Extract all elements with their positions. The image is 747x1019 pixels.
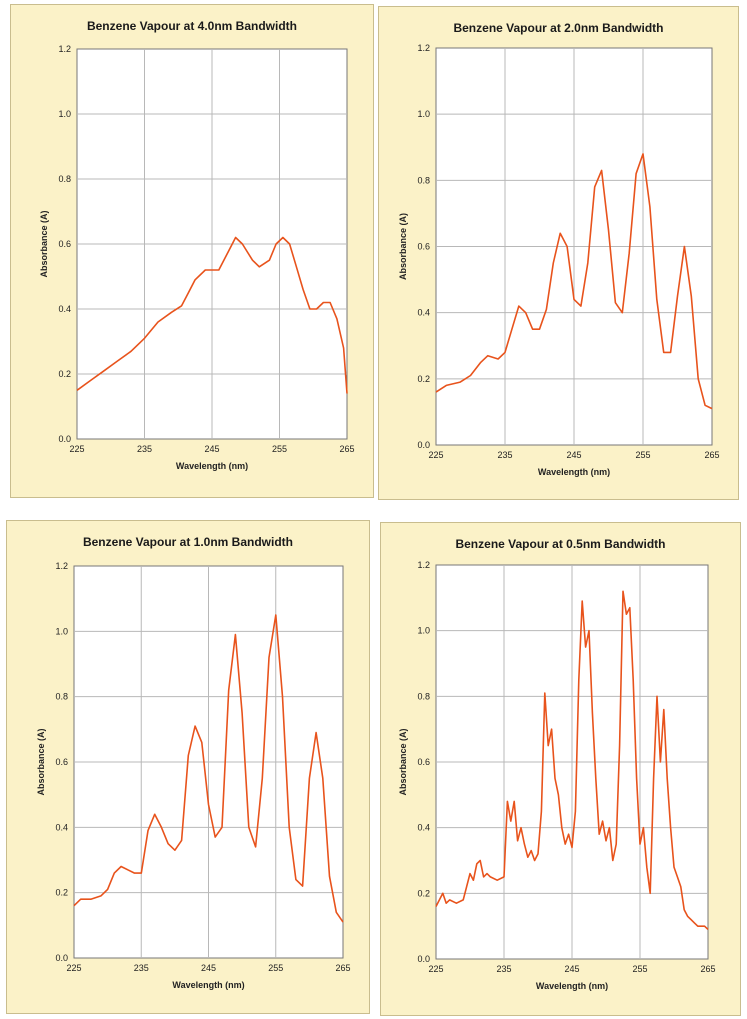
x-tick-label: 255 [272, 444, 287, 454]
x-tick-label: 225 [66, 963, 81, 973]
y-tick-label: 1.0 [417, 109, 430, 119]
y-tick-label: 0.8 [417, 691, 430, 701]
y-tick-label: 1.2 [417, 560, 430, 570]
x-axis-label: Wavelength (nm) [176, 461, 248, 471]
x-axis-label: Wavelength (nm) [172, 980, 244, 990]
y-tick-label: 0.4 [58, 304, 71, 314]
line-chart: 0.0 0.2 0.4 0.6 0.8 1.0 1.2 225 235 245 255 265 Wave… [11, 5, 375, 499]
line-chart: 0.0 0.2 0.4 0.6 0.8 1.0 1.2 225 235 245 255 265 Wave… [7, 521, 371, 1015]
y-tick-label: 1.2 [58, 44, 71, 54]
y-tick-label: 0.6 [58, 239, 71, 249]
y-tick-label: 0.2 [417, 888, 430, 898]
x-tick-label: 245 [204, 444, 219, 454]
y-tick-label: 0.4 [55, 822, 68, 832]
y-tick-label: 0.6 [417, 757, 430, 767]
x-tick-label: 255 [268, 963, 283, 973]
x-tick-label: 245 [201, 963, 216, 973]
x-tick-label: 225 [69, 444, 84, 454]
y-tick-label: 0.6 [55, 757, 68, 767]
y-tick-label: 0.4 [417, 823, 430, 833]
y-tick-label: 1.0 [417, 626, 430, 636]
y-tick-label: 0.0 [417, 440, 430, 450]
y-tick-label: 1.0 [58, 109, 71, 119]
y-tick-label: 0.2 [55, 888, 68, 898]
chart-panel: Benzene Vapour at 0.5nm Bandwidth 0.0 0.2… [380, 522, 741, 1016]
y-tick-label: 1.2 [417, 43, 430, 53]
x-tick-label: 235 [137, 444, 152, 454]
chart-panel: Benzene Vapour at 1.0nm Bandwidth 0.0 0.2… [6, 520, 370, 1014]
y-tick-label: 0.8 [417, 175, 430, 185]
y-tick-label: 0.0 [58, 434, 71, 444]
y-tick-label: 1.2 [55, 561, 68, 571]
x-tick-label: 225 [428, 964, 443, 974]
x-tick-label: 265 [335, 963, 350, 973]
x-tick-label: 235 [134, 963, 149, 973]
y-axis-label: Absorbance (A) [398, 213, 408, 280]
y-tick-label: 0.8 [58, 174, 71, 184]
y-tick-label: 0.0 [417, 954, 430, 964]
y-axis-label: Absorbance (A) [39, 210, 49, 277]
y-tick-label: 0.2 [417, 374, 430, 384]
y-tick-label: 0.0 [55, 953, 68, 963]
line-chart: 0.0 0.2 0.4 0.6 0.8 1.0 1.2 225 235 245 255 265 Wave… [379, 7, 740, 501]
x-axis-label: Wavelength (nm) [538, 467, 610, 477]
x-tick-label: 235 [497, 450, 512, 460]
x-tick-label: 255 [635, 450, 650, 460]
chart-panel: Benzene Vapour at 4.0nm Bandwidth 0.0 0.2… [10, 4, 374, 498]
x-tick-label: 265 [339, 444, 354, 454]
x-tick-label: 245 [564, 964, 579, 974]
x-tick-label: 235 [496, 964, 511, 974]
y-tick-label: 0.4 [417, 308, 430, 318]
x-axis-label: Wavelength (nm) [536, 981, 608, 991]
x-tick-label: 245 [566, 450, 581, 460]
y-tick-label: 0.2 [58, 369, 71, 379]
chart-panel: Benzene Vapour at 2.0nm Bandwidth 0.0 0.2… [378, 6, 739, 500]
y-axis-label: Absorbance (A) [36, 728, 46, 795]
y-tick-label: 1.0 [55, 626, 68, 636]
line-chart: 0.0 0.2 0.4 0.6 0.8 1.0 1.2 225 235 245 255 265 Wave… [381, 523, 742, 1017]
y-axis-label: Absorbance (A) [398, 728, 408, 795]
x-tick-label: 225 [428, 450, 443, 460]
y-tick-label: 0.6 [417, 242, 430, 252]
x-tick-label: 265 [704, 450, 719, 460]
x-tick-label: 265 [700, 964, 715, 974]
x-tick-label: 255 [632, 964, 647, 974]
y-tick-label: 0.8 [55, 692, 68, 702]
